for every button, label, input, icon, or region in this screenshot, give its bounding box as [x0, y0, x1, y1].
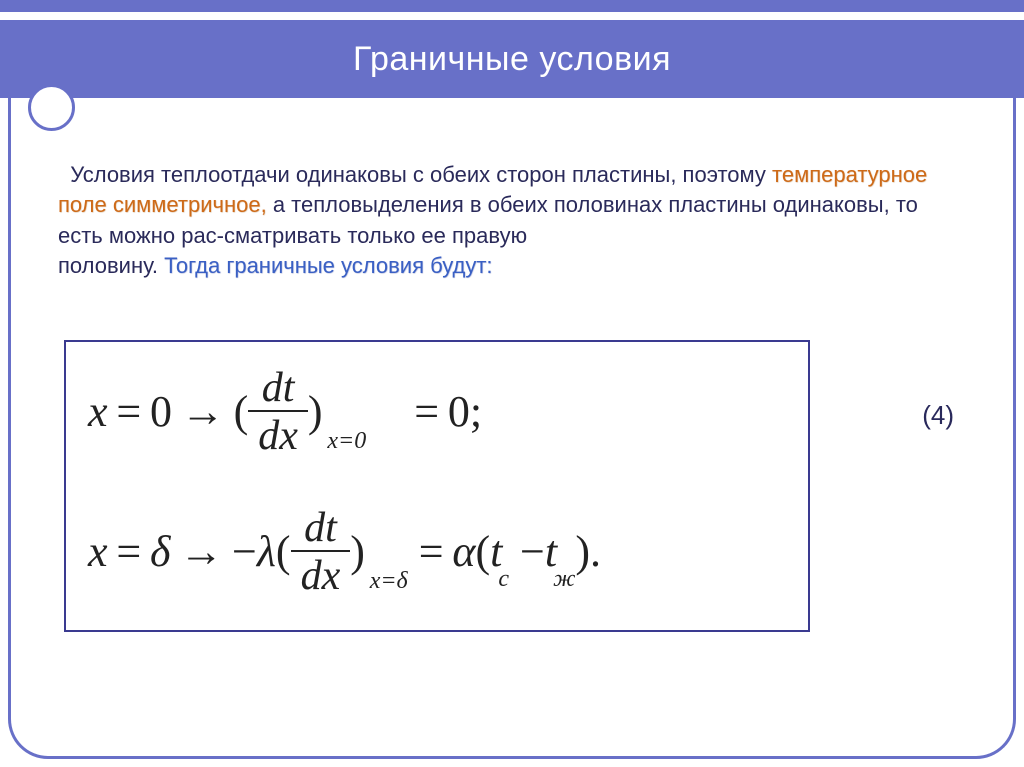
slide-title-bar: Граничные условия: [0, 20, 1024, 98]
eq2-lhs-val: δ: [150, 527, 170, 576]
para-lead: Условия теплоотдачи одинаковы с обеих ст…: [70, 162, 772, 187]
eq2-sub-text: x=δ: [370, 568, 408, 594]
eq1-var: x: [88, 387, 108, 436]
slide-title: Граничные условия: [353, 40, 671, 78]
equation-area: x = 0 → (dtdx) x=0= 0; x = δ → −λ(dtdx) …: [64, 340, 984, 632]
eq1-subscript: x=0: [323, 428, 367, 454]
eq1-frac-num: dt: [248, 366, 308, 412]
eq2-frac: dtdx: [291, 506, 351, 598]
eq2-tail: ).: [575, 527, 601, 576]
eq1-frac: dtdx: [248, 366, 308, 458]
eq2-lambda: λ: [257, 527, 276, 576]
eq2-var: x: [88, 527, 108, 576]
eq2-subscript: x=δ: [365, 568, 408, 594]
equation-1: x = 0 → (dtdx) x=0= 0;: [88, 370, 482, 462]
para-highlight-blue: Тогда граничные условия будут:: [164, 253, 492, 278]
eq2-frac-num: dt: [291, 506, 351, 552]
equation-number: (4): [922, 400, 954, 431]
top-accent-strip: [0, 0, 1024, 12]
eq1-sub-text: x=0: [327, 428, 366, 454]
formula-box: x = 0 → (dtdx) x=0= 0; x = δ → −λ(dtdx) …: [64, 340, 810, 632]
eq2-frac-den: dx: [291, 552, 351, 598]
eq1-lhs-val: 0: [150, 387, 172, 436]
eq2-alpha: α: [452, 527, 475, 576]
equation-2: x = δ → −λ(dtdx) x=δ = α(tc −tж).: [88, 510, 601, 602]
corner-circle-icon: [28, 84, 75, 131]
para-tail: половину.: [58, 253, 164, 278]
eq2-t2-sub: ж: [553, 566, 575, 592]
eq1-rhs: 0;: [448, 387, 482, 436]
body-paragraph: Условия теплоотдачи одинаковы с обеих ст…: [58, 160, 966, 281]
eq2-t1-sub: c: [498, 566, 509, 592]
eq1-frac-den: dx: [248, 412, 308, 458]
